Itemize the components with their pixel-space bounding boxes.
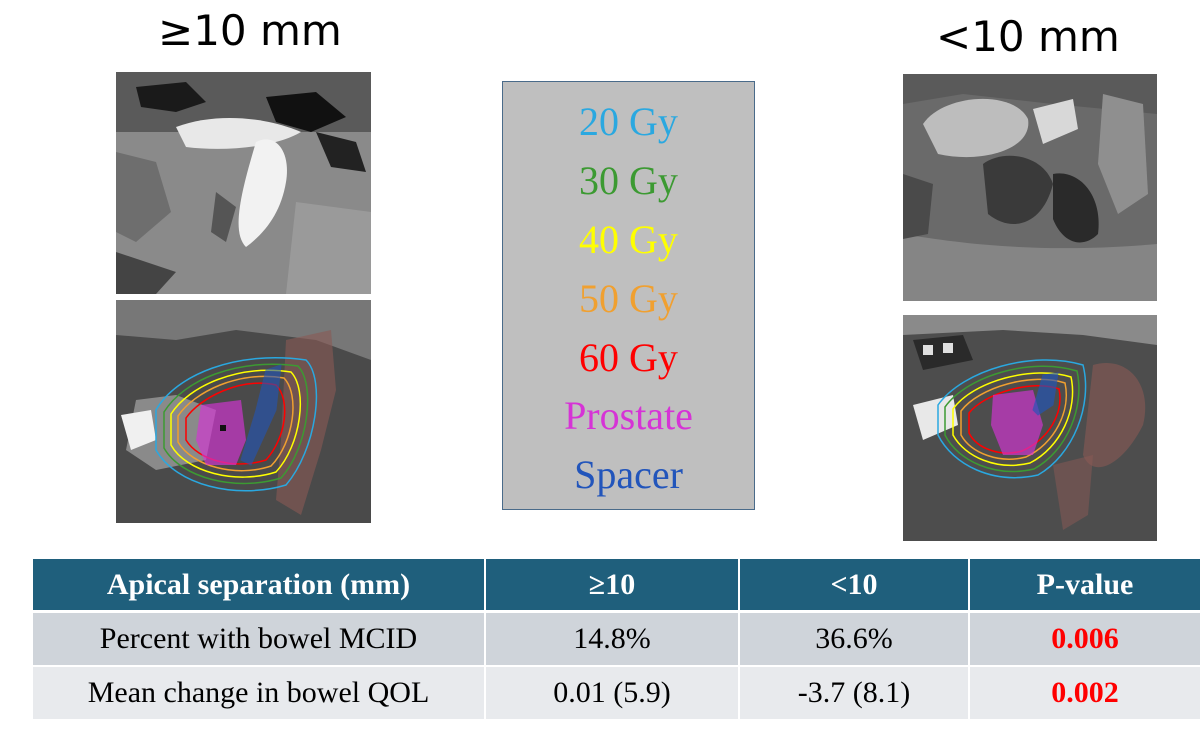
header-apical-separation: Apical separation (mm) xyxy=(33,559,486,613)
legend-item-40gy: 40 Gy xyxy=(579,217,678,262)
legend-item-spacer: Spacer xyxy=(574,452,683,497)
value-ge10: 14.8% xyxy=(485,611,740,667)
header-ge10: ≥10 xyxy=(485,559,740,613)
ct-dose-image-small-separation xyxy=(903,315,1157,541)
mri-image-small-separation xyxy=(903,74,1157,301)
header-lt10: <10 xyxy=(739,559,970,613)
right-group-title: <10 mm xyxy=(936,12,1120,61)
results-table: Apical separation (mm) ≥10 <10 P-value P… xyxy=(33,559,1200,721)
left-group-title: ≥10 mm xyxy=(158,6,342,55)
p-value: 0.002 xyxy=(969,666,1200,721)
ct-dose-image-large-separation xyxy=(116,300,371,523)
header-pvalue: P-value xyxy=(969,559,1200,613)
row-label: Percent with bowel MCID xyxy=(33,611,486,667)
legend-item-prostate: Prostate xyxy=(564,393,693,438)
value-lt10: -3.7 (8.1) xyxy=(739,666,970,721)
legend-item-30gy: 30 Gy xyxy=(579,158,678,203)
row-label: Mean change in bowel QOL xyxy=(33,666,486,721)
dose-contour-legend: 20 Gy 30 Gy 40 Gy 50 Gy 60 Gy Prostate S… xyxy=(502,81,755,510)
legend-item-20gy: 20 Gy xyxy=(579,99,678,144)
table-header-row: Apical separation (mm) ≥10 <10 P-value xyxy=(33,559,1200,613)
table-row: Percent with bowel MCID 14.8% 36.6% 0.00… xyxy=(33,611,1200,667)
p-value: 0.006 xyxy=(969,611,1200,667)
table-row: Mean change in bowel QOL 0.01 (5.9) -3.7… xyxy=(33,666,1200,721)
legend-item-60gy: 60 Gy xyxy=(579,335,678,380)
legend-item-50gy: 50 Gy xyxy=(579,276,678,321)
value-ge10: 0.01 (5.9) xyxy=(485,666,740,721)
value-lt10: 36.6% xyxy=(739,611,970,667)
mri-image-large-separation xyxy=(116,72,371,294)
